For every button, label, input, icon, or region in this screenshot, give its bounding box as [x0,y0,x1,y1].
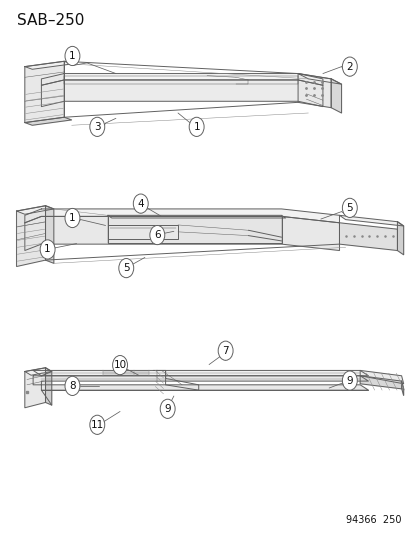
Circle shape [342,371,356,390]
Polygon shape [41,74,322,85]
Polygon shape [359,370,403,384]
Circle shape [65,376,80,395]
Circle shape [189,117,204,136]
Circle shape [342,57,356,76]
Polygon shape [45,206,54,263]
Polygon shape [25,61,71,69]
Text: 9: 9 [346,376,352,385]
Polygon shape [107,216,281,243]
Polygon shape [25,209,339,223]
Text: 1: 1 [193,122,199,132]
Text: 1: 1 [69,213,76,223]
Polygon shape [25,216,339,251]
Polygon shape [107,215,285,218]
Polygon shape [25,61,64,123]
Circle shape [150,225,164,245]
Text: 11: 11 [90,420,104,430]
Circle shape [65,46,80,66]
Text: 94366  250: 94366 250 [345,515,401,525]
Circle shape [119,259,133,278]
Polygon shape [339,215,403,226]
Polygon shape [25,117,71,125]
Polygon shape [33,376,368,390]
Polygon shape [17,206,45,266]
Text: 4: 4 [137,199,144,208]
Text: 1: 1 [69,51,76,61]
Polygon shape [107,225,178,239]
Polygon shape [25,368,45,408]
Polygon shape [330,79,341,113]
Circle shape [112,356,127,375]
Circle shape [40,240,55,259]
Polygon shape [339,223,396,251]
Polygon shape [396,222,403,255]
Polygon shape [401,381,403,395]
Text: 2: 2 [346,62,352,71]
Polygon shape [41,80,322,107]
Polygon shape [297,74,341,84]
Polygon shape [33,370,368,376]
Text: 3: 3 [94,122,100,132]
Circle shape [65,208,80,228]
Text: 8: 8 [69,381,76,391]
Circle shape [160,399,175,418]
Circle shape [90,415,104,434]
Text: 10: 10 [113,360,126,370]
Circle shape [342,198,356,217]
Text: 6: 6 [154,230,160,240]
Text: 5: 5 [346,203,352,213]
Text: SAB–250: SAB–250 [17,13,84,28]
Polygon shape [359,376,403,389]
Polygon shape [17,206,54,214]
Text: 7: 7 [222,346,228,356]
Text: 9: 9 [164,404,171,414]
Text: 1: 1 [44,245,51,254]
Circle shape [133,194,148,213]
Polygon shape [45,368,52,405]
Polygon shape [297,74,330,108]
Circle shape [218,341,233,360]
Text: 5: 5 [123,263,129,273]
Circle shape [90,117,104,136]
Polygon shape [25,368,52,375]
